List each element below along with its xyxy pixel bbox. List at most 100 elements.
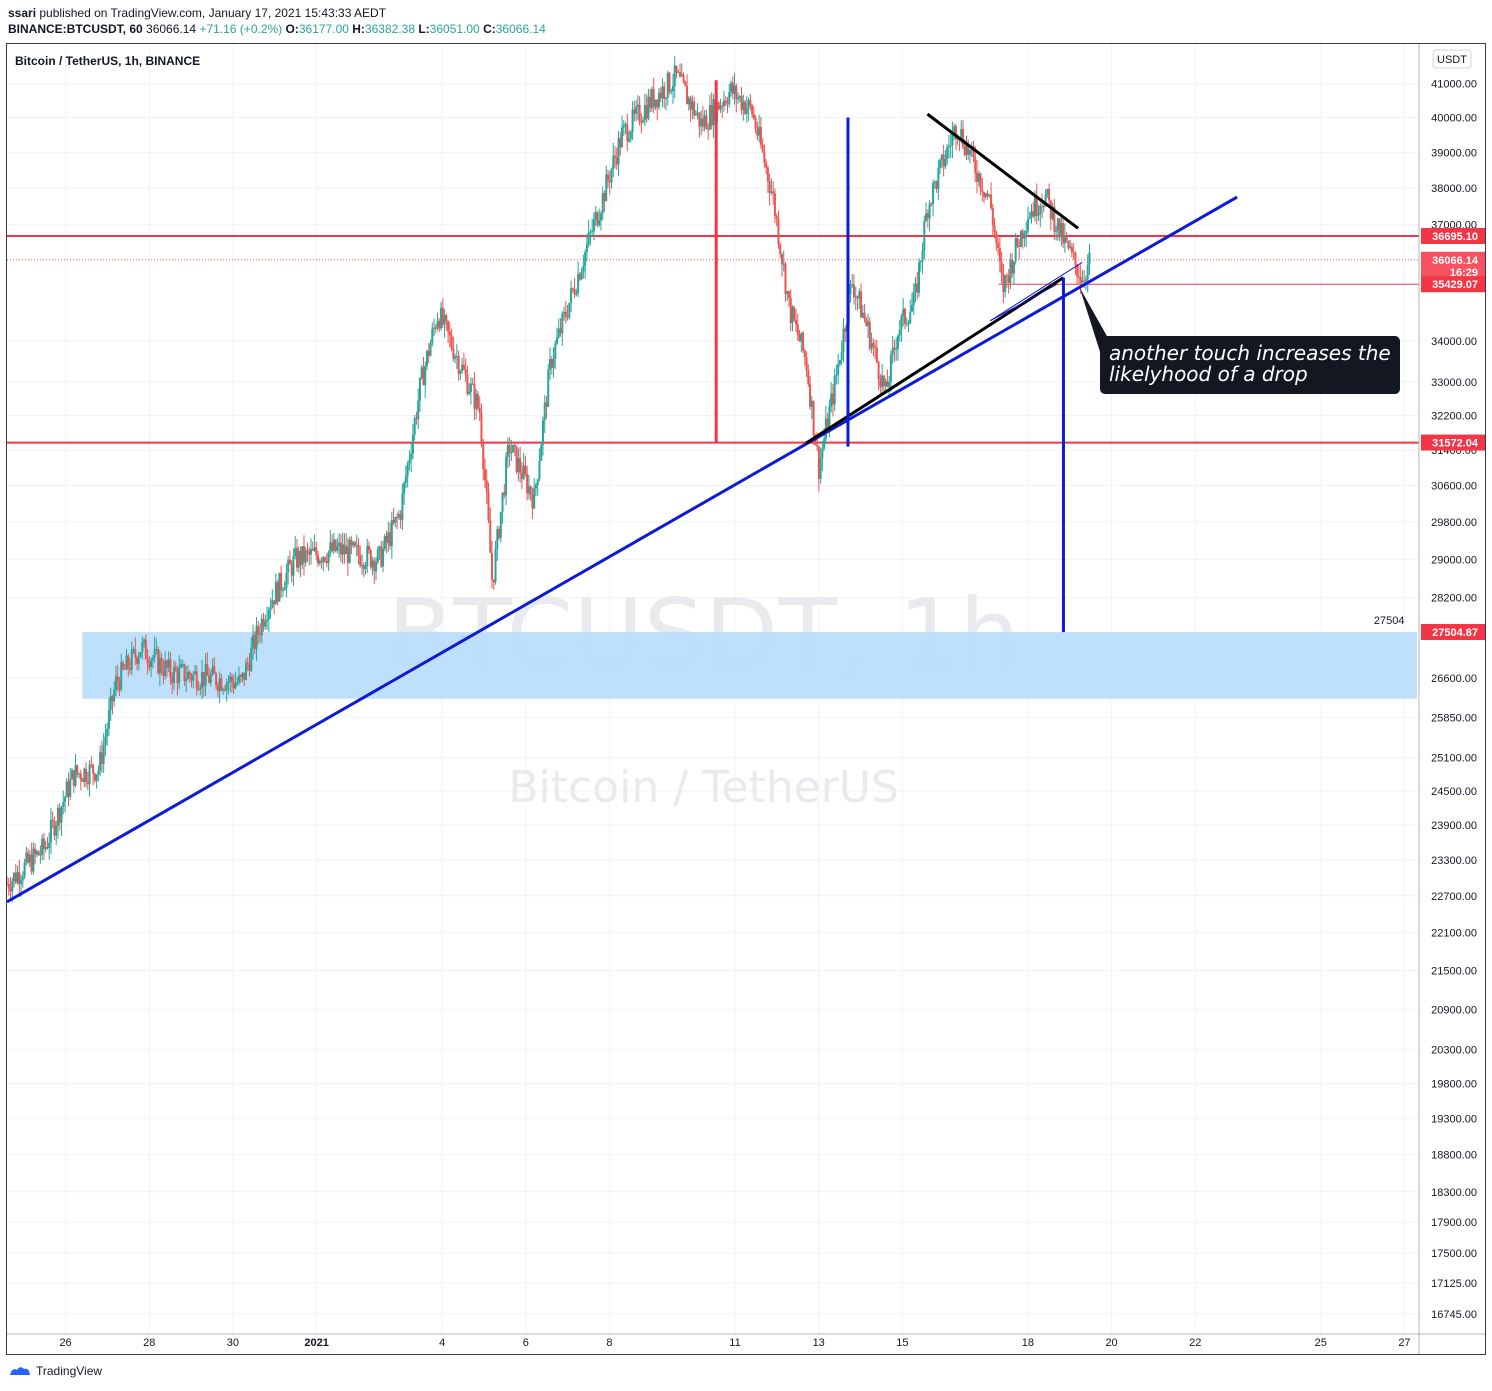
candle-body	[157, 649, 160, 674]
candle-body	[301, 546, 304, 565]
candle-body	[297, 550, 300, 568]
candle-body	[1074, 253, 1077, 265]
candle-body	[311, 549, 314, 551]
x-tick-label: 11	[729, 1337, 740, 1349]
y-tick-label: 25850.00	[1431, 712, 1477, 724]
candle-body	[691, 101, 694, 110]
published-text: published on TradingView.com, January 17…	[39, 6, 387, 20]
candle-body	[382, 548, 385, 567]
candle-body	[944, 159, 947, 167]
candle-body	[751, 105, 754, 115]
candle-body	[918, 262, 921, 293]
chart-frame[interactable]: BTCUSDT, 1h Bitcoin / TetherUS 41000.004…	[6, 43, 1486, 1355]
candle-body	[649, 96, 652, 109]
candle-body	[25, 852, 28, 863]
candle-body	[287, 559, 290, 573]
candle-body	[728, 92, 731, 105]
candle-body	[661, 86, 664, 99]
candle-body	[826, 418, 829, 430]
candle-body	[1069, 246, 1072, 248]
currency-label: USDT	[1437, 54, 1467, 66]
candle-body	[76, 765, 79, 774]
candle-body	[719, 105, 722, 110]
price-chart[interactable]: BTCUSDT, 1h Bitcoin / TetherUS 41000.004…	[7, 44, 1486, 1355]
currency-button[interactable]: USDT	[1432, 49, 1472, 69]
candle-body	[144, 639, 147, 659]
candle-body	[278, 572, 281, 602]
candle-body	[433, 327, 436, 329]
candle-body	[1079, 277, 1082, 283]
candle-body	[621, 127, 624, 148]
candle-body	[622, 124, 625, 128]
candle-body	[487, 492, 490, 521]
candle-body	[71, 770, 74, 780]
candle-body	[838, 360, 841, 365]
candle-body	[677, 71, 680, 73]
candle-body	[510, 452, 513, 454]
candle-body	[587, 232, 590, 245]
candle-body	[186, 672, 189, 679]
candle-body	[494, 548, 497, 583]
candle-body	[1062, 222, 1065, 244]
candle-body	[195, 671, 198, 690]
candle-body	[907, 323, 910, 325]
candle-body	[211, 666, 214, 675]
candle-body	[424, 365, 427, 386]
candle-body	[209, 674, 212, 683]
candle-body	[682, 74, 685, 82]
candle-body	[32, 848, 35, 872]
candle-body	[513, 444, 516, 447]
candle-body	[872, 342, 875, 347]
candle-body	[158, 657, 161, 674]
candle-body	[749, 100, 752, 106]
candle-body	[264, 621, 267, 627]
y-tick-label: 18300.00	[1431, 1187, 1477, 1199]
candle-body	[483, 468, 486, 481]
candle-body	[295, 547, 298, 568]
candle-body	[819, 458, 822, 479]
candle-body	[831, 393, 834, 405]
candle-body	[411, 434, 414, 454]
candle-body	[491, 552, 494, 580]
candle-body	[668, 72, 671, 92]
candle-body	[506, 444, 509, 457]
candle-body	[392, 520, 395, 523]
x-tick-label: 4	[439, 1337, 445, 1349]
candle-body	[520, 472, 523, 479]
footer-brand[interactable]: TradingView	[36, 1364, 103, 1378]
candle-body	[861, 312, 864, 318]
candle-body	[517, 458, 520, 472]
candle-body	[496, 529, 499, 549]
high-value: 36382.38	[364, 22, 415, 36]
candle-body	[953, 126, 956, 134]
price-tag	[1421, 276, 1485, 293]
candle-body	[708, 105, 711, 130]
candle-body	[965, 143, 968, 155]
candle-body	[752, 114, 755, 119]
candle-body	[1032, 211, 1035, 217]
candle-body	[280, 572, 283, 591]
candle-body	[62, 801, 65, 807]
candle-body	[362, 565, 365, 569]
candle-body	[946, 147, 949, 160]
candle-body	[269, 607, 272, 611]
candle-body	[939, 160, 942, 168]
candle-body	[1060, 222, 1063, 238]
candle-body	[404, 476, 407, 483]
candle-body	[742, 101, 745, 110]
candle-body	[371, 560, 374, 568]
candle-body	[758, 126, 761, 136]
candle-body	[373, 560, 376, 572]
y-tick-label: 38000.00	[1431, 183, 1477, 195]
x-tick-label: 6	[523, 1337, 529, 1349]
candle-body	[802, 332, 805, 351]
candle-body	[42, 838, 45, 850]
candle-body	[821, 448, 824, 459]
candle-body	[610, 168, 613, 183]
candle-body	[536, 479, 539, 485]
candle-body	[308, 551, 311, 555]
y-tick-label: 20900.00	[1431, 1004, 1477, 1016]
candle-body	[271, 600, 274, 608]
candle-body	[933, 181, 936, 183]
candle-body	[375, 562, 378, 572]
